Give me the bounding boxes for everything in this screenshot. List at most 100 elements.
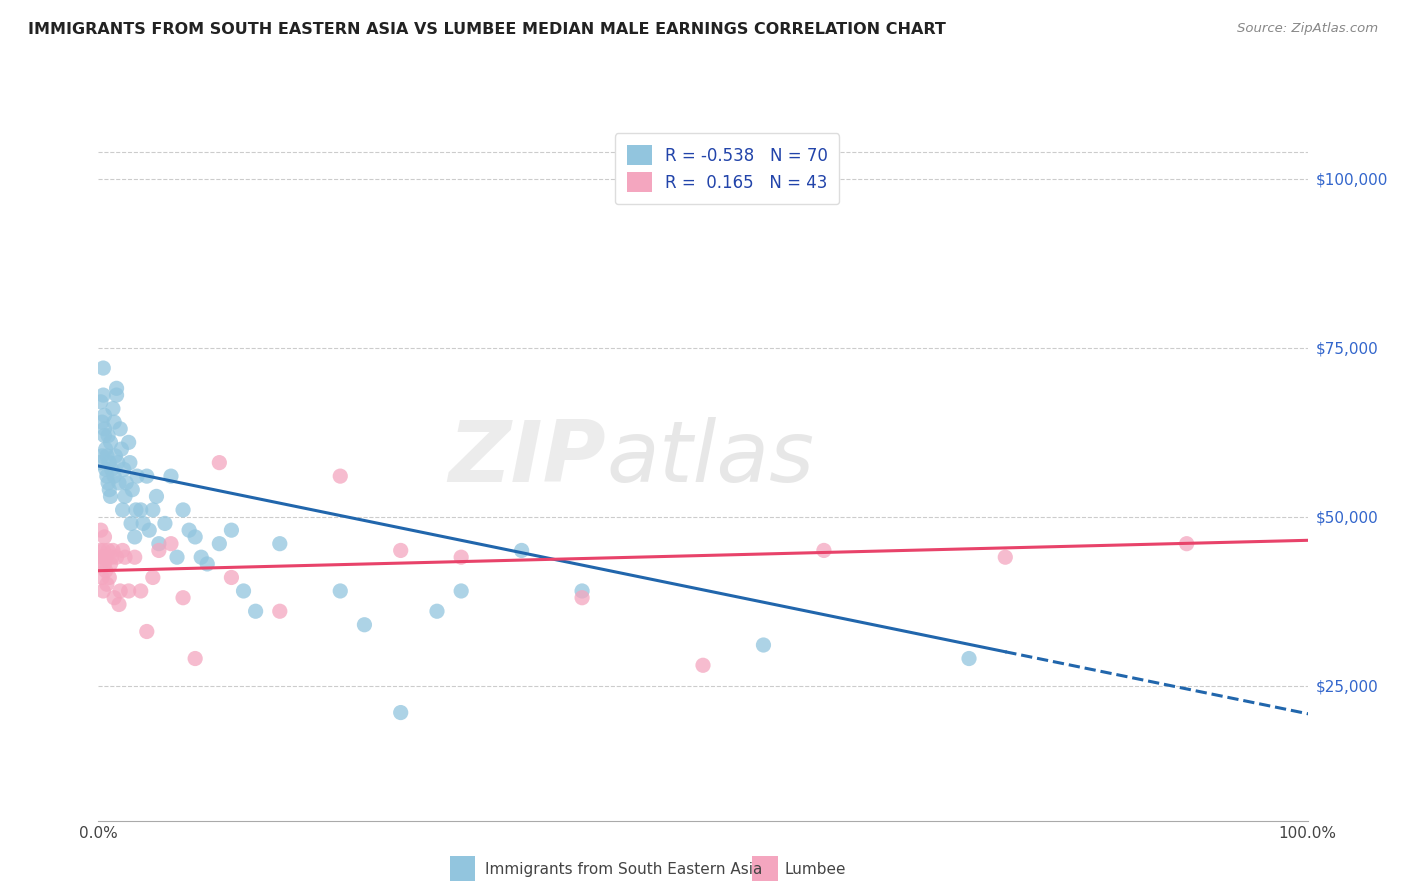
Point	[129, 503, 152, 517]
Point	[94, 564, 117, 578]
Point	[752, 638, 775, 652]
Point	[353, 617, 375, 632]
Point	[100, 550, 122, 565]
Point	[142, 570, 165, 584]
Point	[510, 543, 533, 558]
Point	[190, 550, 212, 565]
Point	[90, 523, 112, 537]
Point	[389, 543, 412, 558]
Point	[692, 658, 714, 673]
Point	[127, 469, 149, 483]
Point	[96, 469, 118, 483]
Point	[89, 543, 111, 558]
Point	[148, 537, 170, 551]
Point	[91, 543, 114, 558]
Point	[93, 557, 115, 571]
Point	[142, 503, 165, 517]
Point	[166, 550, 188, 565]
Point	[115, 475, 138, 490]
Point	[160, 537, 183, 551]
Point	[118, 456, 141, 470]
Text: ZIP: ZIP	[449, 417, 606, 500]
Point	[107, 456, 129, 470]
Point	[96, 449, 118, 463]
Point	[135, 624, 157, 639]
Point	[208, 456, 231, 470]
Point	[221, 523, 243, 537]
Point	[195, 557, 218, 571]
Point	[450, 584, 472, 599]
Point	[94, 462, 117, 476]
Point	[90, 557, 112, 571]
Point	[172, 503, 194, 517]
Point	[125, 503, 148, 517]
Point	[108, 598, 131, 612]
Point	[91, 415, 114, 429]
Point	[135, 469, 157, 483]
Point	[571, 584, 593, 599]
Point	[179, 523, 201, 537]
Point	[118, 435, 141, 450]
Point	[160, 469, 183, 483]
Point	[112, 462, 135, 476]
Point	[132, 516, 155, 531]
Point	[120, 516, 142, 531]
Point	[108, 475, 131, 490]
Point	[105, 381, 128, 395]
Point	[329, 469, 352, 483]
Point	[269, 604, 291, 618]
Point	[98, 456, 121, 470]
Legend: R = -0.538   N = 70, R =  0.165   N = 43: R = -0.538 N = 70, R = 0.165 N = 43	[614, 133, 839, 204]
Point	[101, 401, 124, 416]
Point	[91, 584, 114, 599]
Point	[994, 550, 1017, 565]
Point	[91, 570, 114, 584]
Point	[957, 651, 980, 665]
Point	[98, 570, 121, 584]
Point	[118, 584, 141, 599]
Text: atlas: atlas	[606, 417, 814, 500]
Point	[148, 543, 170, 558]
Point	[184, 530, 207, 544]
Text: Source: ZipAtlas.com: Source: ZipAtlas.com	[1237, 22, 1378, 36]
Point	[91, 361, 114, 376]
Point	[124, 550, 146, 565]
Point	[91, 550, 114, 565]
Point	[110, 442, 132, 456]
Point	[208, 537, 231, 551]
Point	[813, 543, 835, 558]
Point	[93, 422, 115, 436]
Point	[100, 557, 122, 571]
Point	[114, 550, 136, 565]
Point	[93, 530, 115, 544]
Point	[105, 550, 128, 565]
Point	[108, 422, 131, 436]
Point	[100, 435, 122, 450]
Point	[245, 604, 267, 618]
Point	[571, 591, 593, 605]
Point	[89, 456, 111, 470]
Point	[93, 428, 115, 442]
Text: IMMIGRANTS FROM SOUTH EASTERN ASIA VS LUMBEE MEDIAN MALE EARNINGS CORRELATION CH: IMMIGRANTS FROM SOUTH EASTERN ASIA VS LU…	[28, 22, 946, 37]
Point	[98, 483, 121, 497]
Point	[94, 442, 117, 456]
Point	[426, 604, 449, 618]
Point	[97, 475, 120, 490]
Point	[111, 543, 134, 558]
Point	[145, 490, 167, 504]
Point	[450, 550, 472, 565]
Point	[103, 591, 125, 605]
Point	[94, 550, 117, 565]
Point	[124, 530, 146, 544]
Text: Lumbee: Lumbee	[785, 863, 846, 877]
Point	[329, 584, 352, 599]
Point	[93, 409, 115, 423]
Point	[100, 462, 122, 476]
Point	[153, 516, 176, 531]
Point	[138, 523, 160, 537]
Point	[103, 415, 125, 429]
Point	[184, 651, 207, 665]
Point	[104, 449, 127, 463]
Point	[114, 490, 136, 504]
Point	[103, 469, 125, 483]
